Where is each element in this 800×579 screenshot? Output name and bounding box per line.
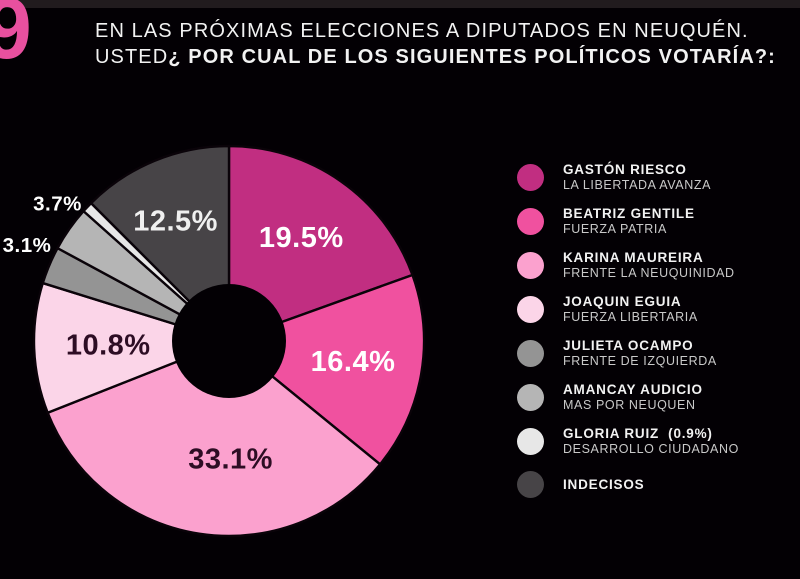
legend-swatch [517,384,544,411]
legend-candidate-name: JULIETA OCAMPO [563,338,694,353]
legend-swatch [517,340,544,367]
legend-candidate-name: GASTÓN RIESCO [563,162,687,177]
legend-swatch [517,296,544,323]
legend-candidate-name: KARINA MAUREIRA [563,250,704,265]
title-line-2-bold: ¿ POR CUAL DE LOS SIGUIENTES POLÍTICOS V… [168,46,776,68]
title-line-2-regular: USTED [95,46,169,68]
legend-item-julieta-ocampo: JULIETA OCAMPO FRENTE DE IZQUIERDA [517,338,792,369]
top-strip [0,0,800,8]
legend-item-gast-n-riesco: GASTÓN RIESCO LA LIBERTADA AVANZA [517,162,792,193]
legend-candidate-name: BEATRIZ GENTILE [563,206,695,221]
pie-slice-gast-n-riesco [227,144,414,343]
legend-candidate-name: GLORIA RUIZ (0.9%) [563,426,713,441]
pie-slice-karina-maureira [46,339,382,538]
question-title: EN LAS PRÓXIMAS ELECCIONES A DIPUTADOS E… [95,18,785,70]
legend-swatch [517,164,544,191]
legend-item-joaquin-eguia: JOAQUIN EGUIA FUERZA LIBERTARIA [517,294,792,325]
legend-party-name: FUERZA LIBERTARIA [563,310,698,324]
legend-party-name: DESARROLLO CIUDADANO [563,442,739,456]
legend-party-name: LA LIBERTADA AVANZA [563,178,712,192]
legend-text: KARINA MAUREIRA FRENTE LA NEUQUINIDAD [563,250,735,281]
legend-item-karina-maureira: KARINA MAUREIRA FRENTE LA NEUQUINIDAD [517,250,792,281]
legend-text: INDECISOS [563,477,644,492]
pie-slice-joaquin-eguia [32,281,231,414]
legend-party-name: FRENTE DE IZQUIERDA [563,354,717,368]
title-line-1: EN LAS PRÓXIMAS ELECCIONES A DIPUTADOS E… [95,20,749,42]
legend-text: JULIETA OCAMPO FRENTE DE IZQUIERDA [563,338,717,369]
legend-candidate-name: JOAQUIN EGUIA [563,294,682,309]
pie-slice-beatriz-gentile [227,273,426,466]
legend-text: JOAQUIN EGUIA FUERZA LIBERTARIA [563,294,698,325]
legend-party-name: FUERZA PATRIA [563,222,667,236]
title-line-2: USTED¿ POR CUAL DE LOS SIGUIENTES POLÍTI… [95,44,785,70]
legend-party-name: FRENTE LA NEUQUINIDAD [563,266,735,280]
legend-item-indecisos: INDECISOS [517,470,792,498]
slice-label-33-1pct: 33.1% [188,444,273,476]
legend-text: GASTÓN RIESCO LA LIBERTADA AVANZA [563,162,711,193]
legend-text: GLORIA RUIZ (0.9%) DESARROLLO CIUDADANO [563,426,739,457]
legend-item-amancay-audicio: AMANCAY AUDICIO MAS POR NEUQUEN [517,382,792,413]
question-number: 9 [0,0,32,77]
legend-swatch [517,252,544,279]
legend-swatch [517,428,544,455]
legend-candidate-name: AMANCAY AUDICIO [563,382,703,397]
pie-slice-indecisos [89,144,231,343]
slice-label-19-5pct: 19.5% [259,222,344,254]
slice-label-3-7pct: 3.7% [33,193,82,216]
legend-candidate-name: INDECISOS [563,476,645,492]
slice-label-3-1pct: 3.1% [3,234,52,257]
legend-swatch [517,470,544,498]
donut-hole [172,284,286,398]
legend-item-beatriz-gentile: BEATRIZ GENTILE FUERZA PATRIA [517,206,792,237]
legend-text: AMANCAY AUDICIO MAS POR NEUQUEN [563,382,703,413]
slice-label-12-5pct: 12.5% [133,206,218,238]
slice-label-10-8pct: 10.8% [66,330,151,362]
legend-text: BEATRIZ GENTILE FUERZA PATRIA [563,206,695,237]
legend-item-gloria-ruiz: GLORIA RUIZ (0.9%) DESARROLLO CIUDADANO [517,426,792,457]
legend-party-name: MAS POR NEUQUEN [563,398,696,412]
legend-swatch [517,208,544,235]
slice-label-16-4pct: 16.4% [311,346,396,378]
chart-legend: GASTÓN RIESCO LA LIBERTADA AVANZA BEATRIZ … [517,162,792,498]
